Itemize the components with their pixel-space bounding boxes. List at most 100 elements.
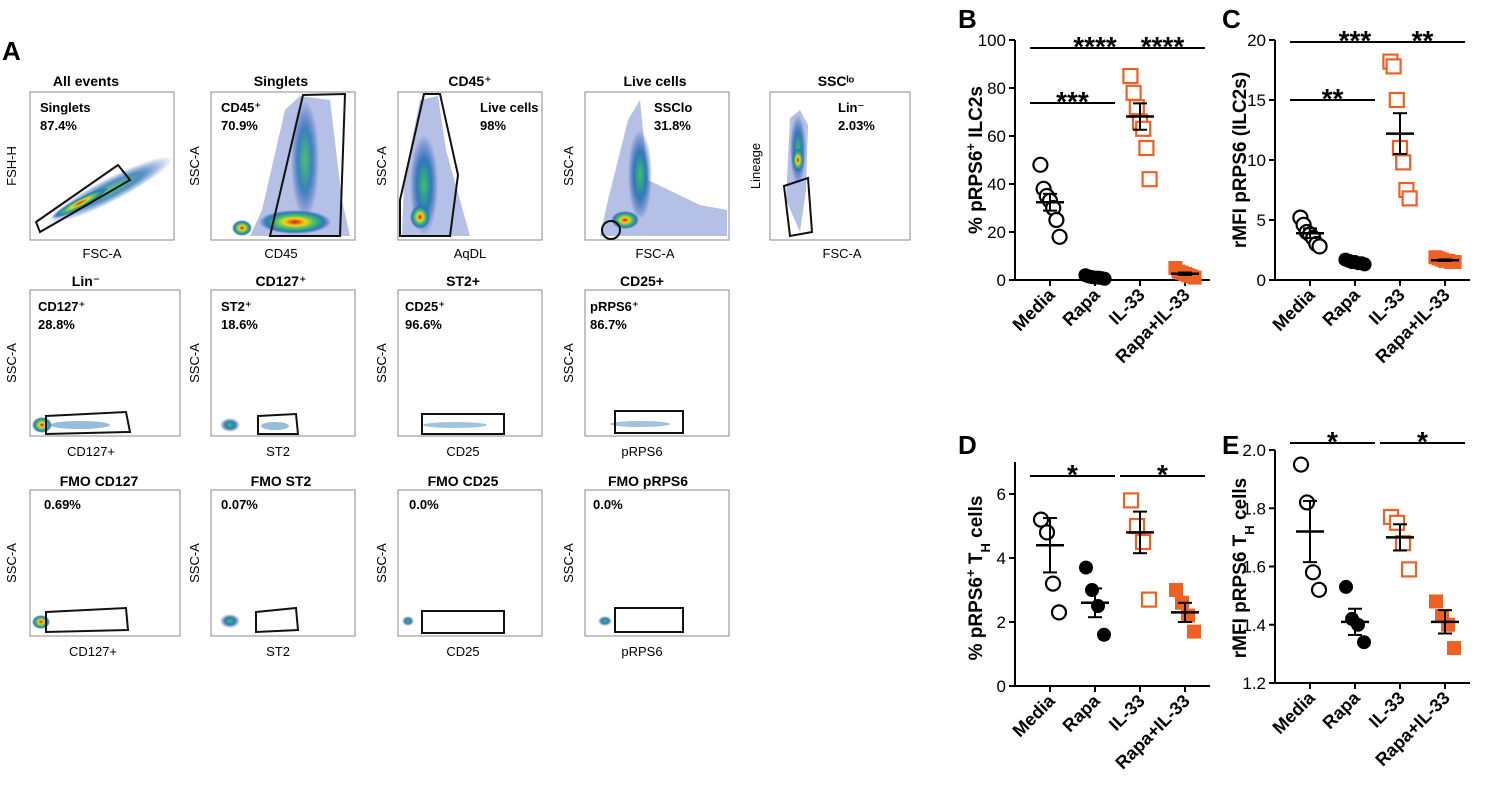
y-axis-label: SSC-A <box>374 343 389 383</box>
density-cloud <box>628 130 652 220</box>
x-axis-label: pRPS6 <box>621 644 662 659</box>
y-tick-label: 0 <box>1257 271 1266 290</box>
significance-stars: * <box>1327 426 1338 457</box>
gate-value: 0.0% <box>593 497 623 512</box>
density-core <box>232 220 252 236</box>
y-axis-label: SSC-A <box>561 543 576 583</box>
y-tick-label: 20 <box>987 223 1006 242</box>
significance-stars: * <box>1157 459 1168 490</box>
y-label-tail: cells <box>1230 478 1251 526</box>
significance-stars: ** <box>1322 83 1344 114</box>
y-axis-label: SSC-A <box>187 343 202 383</box>
density-core <box>259 210 331 234</box>
y-axis-label: SSC-A <box>187 543 202 583</box>
y-label-sub: H <box>1242 525 1257 534</box>
y-tick-label: 5 <box>1257 211 1266 230</box>
significance-stars: *** <box>1339 25 1372 56</box>
data-point-media <box>1311 238 1328 255</box>
density-core <box>410 205 430 229</box>
flow-title: All events <box>53 73 119 89</box>
y-tick-label: 40 <box>987 175 1006 194</box>
flow-plot-all-events: All events Singlets 87.4% FSC-A FSH-H <box>4 73 175 261</box>
y-tick-label: 1.6 <box>1242 558 1266 577</box>
x-axis-label: CD25 <box>446 644 479 659</box>
x-axis-label: ST2 <box>266 444 290 459</box>
y-axis-label: SSC-A <box>4 543 19 583</box>
flow-plot-cd25-pos: CD25+ pRPS6⁺ 86.7% pRPS6 SSC-A <box>561 273 730 459</box>
y-axis-label: rMFI pRPS6 (ILC2s) <box>1230 72 1251 248</box>
x-axis-label: FSC-A <box>823 246 862 261</box>
gate-value: 70.9% <box>221 118 258 133</box>
data-point-il33 <box>1128 517 1146 535</box>
y-label-main: % pRPS6 <box>966 577 987 660</box>
y-tick-label: 10 <box>1247 151 1266 170</box>
gate-value: 98% <box>480 118 506 133</box>
data-point-rapa <box>1351 617 1365 632</box>
gate-label: pRPS6⁺ <box>590 299 639 314</box>
density-core <box>611 211 639 229</box>
significance-stars: * <box>1067 459 1078 490</box>
x-axis-label: pRPS6 <box>621 444 662 459</box>
data-point-media <box>1044 575 1062 592</box>
data-point-media <box>1298 494 1316 511</box>
gate-rect <box>614 607 684 633</box>
flow-title: CD25+ <box>620 273 664 289</box>
gate-label: Live cells <box>480 100 539 115</box>
data-point-rapa <box>1097 627 1111 642</box>
flow-title: Live cells <box>623 73 686 89</box>
density-core <box>51 187 109 219</box>
data-point-il33 <box>1388 91 1405 109</box>
flow-title: CD127⁺ <box>256 273 307 289</box>
gate-value: 18.6% <box>221 317 258 332</box>
y-tick-label: 80 <box>987 79 1006 98</box>
gate-value: 87.4% <box>40 118 77 133</box>
y-label-rest: T <box>966 552 987 569</box>
y-label-sup: + <box>963 569 978 577</box>
flow-title: FMO ST2 <box>251 473 312 489</box>
data-point-media <box>1310 581 1328 598</box>
plot-frame <box>584 91 730 241</box>
y-tick-label: 1.4 <box>1242 616 1266 635</box>
data-point-il33 <box>1134 533 1152 551</box>
flow-plot-fmo-st2: FMO ST2 0.07% ST2 SSC-A <box>187 473 356 659</box>
panel-letter-a: A <box>2 36 21 66</box>
gate-polygon <box>255 606 300 634</box>
y-tick-label: 2 <box>997 613 1006 632</box>
data-point-il33 <box>1125 84 1142 101</box>
gate-circle <box>601 220 621 240</box>
panel-letter-c: C <box>1222 4 1241 34</box>
gate-rect <box>614 410 684 434</box>
y-axis-label: SSC-A <box>4 343 19 383</box>
y-tick-label: 6 <box>997 485 1006 504</box>
data-point-media <box>1050 604 1068 621</box>
data-point-rapa <box>1097 271 1112 286</box>
gate-label: CD25⁺ <box>405 299 445 314</box>
data-point-media <box>1038 524 1056 541</box>
gate-polygon <box>45 410 132 436</box>
gate-polygon <box>45 606 130 634</box>
gate-value: 96.6% <box>405 317 442 332</box>
density-core <box>32 615 50 629</box>
data-point-il33 <box>1122 492 1140 509</box>
density-cloud <box>610 421 670 427</box>
x-axis-label: FSC-A <box>636 246 675 261</box>
gate-label: Singlets <box>40 100 91 115</box>
flow-title: SSCˡᵒ <box>818 73 855 89</box>
gate-label: ST2⁺ <box>221 299 252 314</box>
y-tick-label: 0 <box>997 271 1006 290</box>
gate-value: 0.69% <box>44 497 81 512</box>
flow-plot-cd127-pos: CD127⁺ ST2⁺ 18.6% ST2 SSC-A <box>187 273 356 459</box>
flow-plot-singlets: Singlets CD45⁺ 70.9% CD45 SSC-A <box>187 73 356 261</box>
density-cloud <box>598 616 612 626</box>
data-point-rapa-il33 <box>1441 617 1455 632</box>
significance-stars: *** <box>1056 86 1089 117</box>
y-axis-label: % pRPS6+ ILC2s <box>963 86 988 234</box>
y-tick-label: 1.2 <box>1242 674 1266 693</box>
gate-value: 2.03% <box>838 118 875 133</box>
data-point-rapa <box>1357 635 1371 650</box>
data-point-media <box>1292 456 1310 473</box>
density-core <box>792 148 804 172</box>
y-tick-label: 15 <box>1247 91 1266 110</box>
